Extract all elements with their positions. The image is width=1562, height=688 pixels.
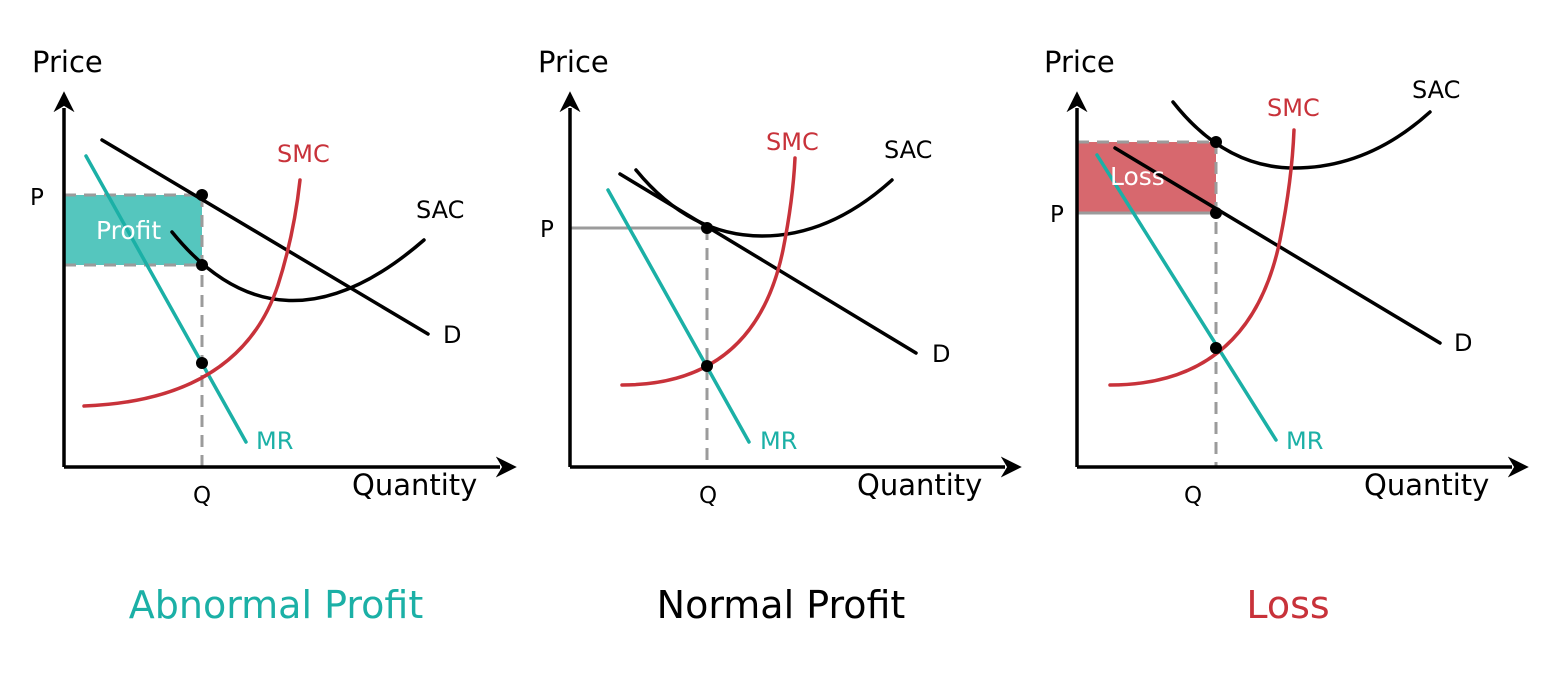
mr-smc-intersection-point xyxy=(701,360,713,372)
smc-label: SMC xyxy=(277,140,330,168)
cost-point xyxy=(1210,136,1222,148)
p-label: P xyxy=(540,217,554,243)
equilibrium-point xyxy=(701,222,713,234)
mr-curve xyxy=(606,188,751,444)
sac-label: SAC xyxy=(884,136,932,164)
price-axis-label: Price xyxy=(538,45,609,79)
sac-curve xyxy=(634,168,894,238)
panel-loss: Price Quantity P Q SMC SAC D MR Loss Los… xyxy=(1044,45,1529,627)
mr-curve xyxy=(84,154,248,444)
mr-label: MR xyxy=(760,427,797,455)
price-axis-label: Price xyxy=(32,45,103,79)
price-axis-label: Price xyxy=(1044,45,1115,79)
quantity-axis-label: Quantity xyxy=(857,468,982,502)
price-point xyxy=(1210,207,1222,219)
q-label: Q xyxy=(1184,483,1202,509)
p-label: P xyxy=(30,185,44,211)
mr-label: MR xyxy=(256,427,293,455)
q-label: Q xyxy=(699,483,717,509)
loss-area xyxy=(1077,142,1216,213)
mr-label: MR xyxy=(1286,427,1323,455)
sac-curve xyxy=(1171,100,1432,170)
d-label: D xyxy=(1454,329,1472,357)
quantity-axis-label: Quantity xyxy=(1364,468,1489,502)
profit-area-label: Profit xyxy=(96,216,161,245)
demand-curve xyxy=(100,138,430,336)
panel-caption: Loss xyxy=(1246,583,1329,627)
panel-caption: Normal Profit xyxy=(657,583,906,627)
smc-curve xyxy=(1108,128,1296,387)
panel-caption: Abnormal Profit xyxy=(129,583,423,627)
quantity-axis-label: Quantity xyxy=(352,468,477,502)
smc-curve xyxy=(620,156,797,387)
cost-point xyxy=(196,259,208,271)
d-label: D xyxy=(443,321,461,349)
panel-abnormal-profit: Price Quantity P Q SMC SAC D MR Profit A… xyxy=(30,45,517,627)
profit-area xyxy=(64,195,202,265)
mr-curve xyxy=(1095,153,1278,442)
smc-label: SMC xyxy=(766,128,819,156)
sac-label: SAC xyxy=(1412,76,1460,104)
loss-area-label: Loss xyxy=(1110,162,1165,191)
smc-curve xyxy=(82,178,302,408)
p-label: P xyxy=(1050,202,1064,228)
sac-curve xyxy=(170,230,426,303)
mr-smc-intersection-point xyxy=(1210,342,1222,354)
price-point xyxy=(196,189,208,201)
d-label: D xyxy=(932,340,950,368)
q-label: Q xyxy=(193,483,211,509)
sac-label: SAC xyxy=(416,196,464,224)
smc-label: SMC xyxy=(1267,94,1320,122)
mr-smc-intersection-point xyxy=(196,357,208,369)
panel-normal-profit: Price Quantity P Q SMC SAC D MR Normal P… xyxy=(538,45,1022,627)
